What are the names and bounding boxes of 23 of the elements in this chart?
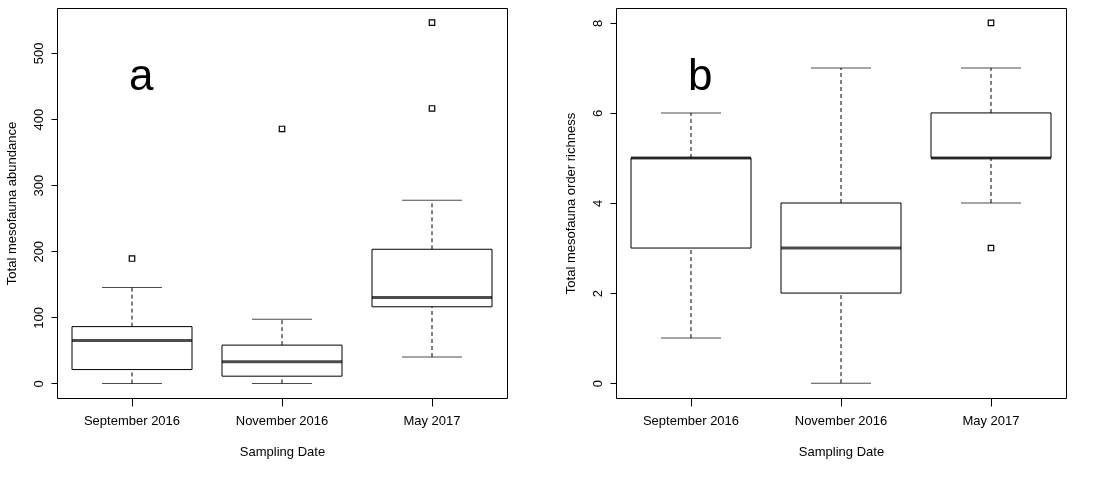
x-tick-label: May 2017 <box>403 412 461 428</box>
x-axis-title: Sampling Date <box>798 443 885 459</box>
y-tick-label: 0 <box>589 380 605 388</box>
y-tick-label: 400 <box>30 108 46 131</box>
y-tick-label: 4 <box>589 199 605 208</box>
y-tick-label: 2 <box>589 289 605 298</box>
x-tick-label: May 2017 <box>962 412 1020 428</box>
y-tick-label: 100 <box>30 307 46 329</box>
y-axis-title: Total mesofauna abundance <box>3 121 19 286</box>
x-tick-label: September 2016 <box>642 412 740 428</box>
y-tick-label: 300 <box>30 174 46 197</box>
x-tick-label: November 2016 <box>235 412 329 428</box>
y-tick-label: 500 <box>30 42 46 65</box>
x-tick-label: September 2016 <box>83 412 181 428</box>
y-axis-title: Total mesofauna order richness <box>562 112 578 295</box>
y-tick-label: 6 <box>589 109 605 118</box>
x-tick-label: November 2016 <box>794 412 888 428</box>
annotation: a <box>129 49 154 99</box>
y-tick-label: 8 <box>589 19 605 27</box>
x-axis-title: Sampling Date <box>239 443 326 459</box>
y-tick-label: 0 <box>30 380 46 388</box>
y-tick-label: 200 <box>30 240 46 263</box>
annotation: b <box>688 49 713 99</box>
